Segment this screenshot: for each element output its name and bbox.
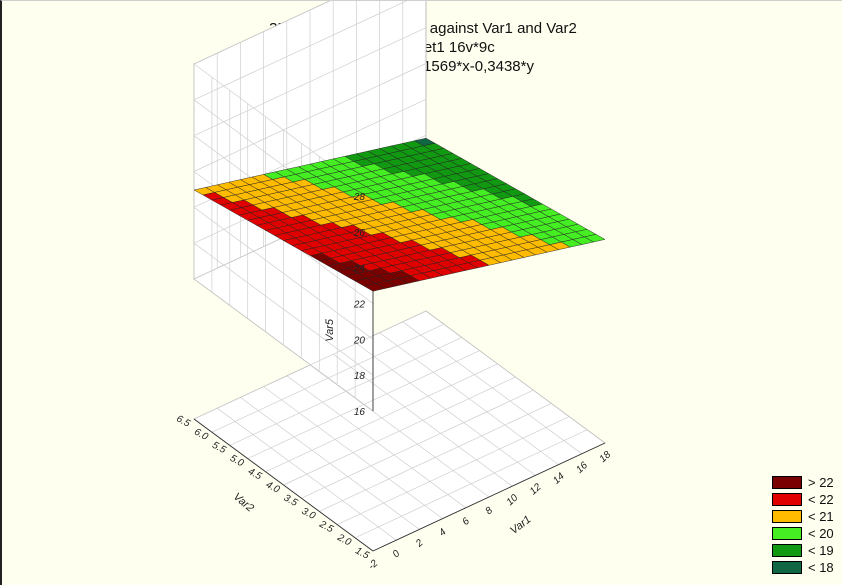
- x-tick-label: 0: [391, 548, 403, 560]
- legend-swatch: [772, 561, 802, 574]
- x-tick-label: 8: [484, 505, 496, 517]
- grid-line: [286, 375, 467, 509]
- legend-item: < 22: [772, 492, 842, 507]
- legend-swatch: [772, 510, 802, 523]
- x-tick-label: 16: [574, 460, 590, 476]
- x-tick-label: 2: [413, 537, 426, 550]
- z-tick-label: 20: [353, 335, 366, 346]
- legend-item: > 22: [772, 475, 842, 490]
- legend-label: < 18: [808, 560, 834, 575]
- z-tick-label: 24: [353, 264, 366, 275]
- grid-line: [425, 310, 606, 444]
- x-tick-label: 18: [598, 449, 614, 465]
- grid-line: [216, 407, 397, 541]
- legend-label: < 19: [808, 543, 834, 558]
- x-axis-label: Var1: [508, 513, 533, 537]
- grid-line: [356, 343, 536, 476]
- legend-item: < 21: [772, 509, 842, 524]
- x-tick-label: -2: [366, 558, 380, 572]
- x-tick-label: 6: [460, 516, 472, 528]
- legend-label: > 22: [808, 475, 834, 490]
- legend-swatch: [772, 544, 802, 557]
- x-axis-line: [372, 442, 606, 552]
- surface-cell: [363, 283, 386, 292]
- grid-line: [309, 364, 490, 498]
- grid-line: [332, 353, 513, 487]
- legend-label: < 22: [808, 492, 834, 507]
- legend-label: < 21: [808, 509, 834, 524]
- legend-item: < 19: [772, 543, 842, 558]
- legend-item: < 18: [772, 560, 842, 575]
- z-tick-label: 16: [354, 407, 366, 418]
- grid-line: [379, 332, 559, 465]
- grid-line: [263, 386, 443, 519]
- legend-swatch: [772, 527, 802, 540]
- z-tick-label: 26: [353, 228, 366, 239]
- y-axis-line: [193, 418, 374, 552]
- grid-line: [240, 397, 420, 530]
- legend-swatch: [772, 493, 802, 506]
- x-tick-label: 12: [528, 481, 544, 497]
- x-tick-label: 10: [505, 492, 521, 508]
- legend-item: < 20: [772, 526, 842, 541]
- y-tick-label: 6.5: [174, 413, 192, 429]
- grid-line: [402, 321, 583, 455]
- z-tick-label: 28: [353, 192, 366, 203]
- legend-label: < 20: [808, 526, 834, 541]
- z-tick-label: 22: [353, 300, 366, 311]
- x-tick-label: 14: [551, 471, 567, 487]
- z-tick-label: 18: [354, 371, 366, 382]
- x-tick-label: 4: [437, 527, 449, 539]
- y-axis-label: Var2: [231, 491, 256, 515]
- z-axis-label: Var5: [324, 318, 336, 342]
- legend-swatch: [772, 476, 802, 489]
